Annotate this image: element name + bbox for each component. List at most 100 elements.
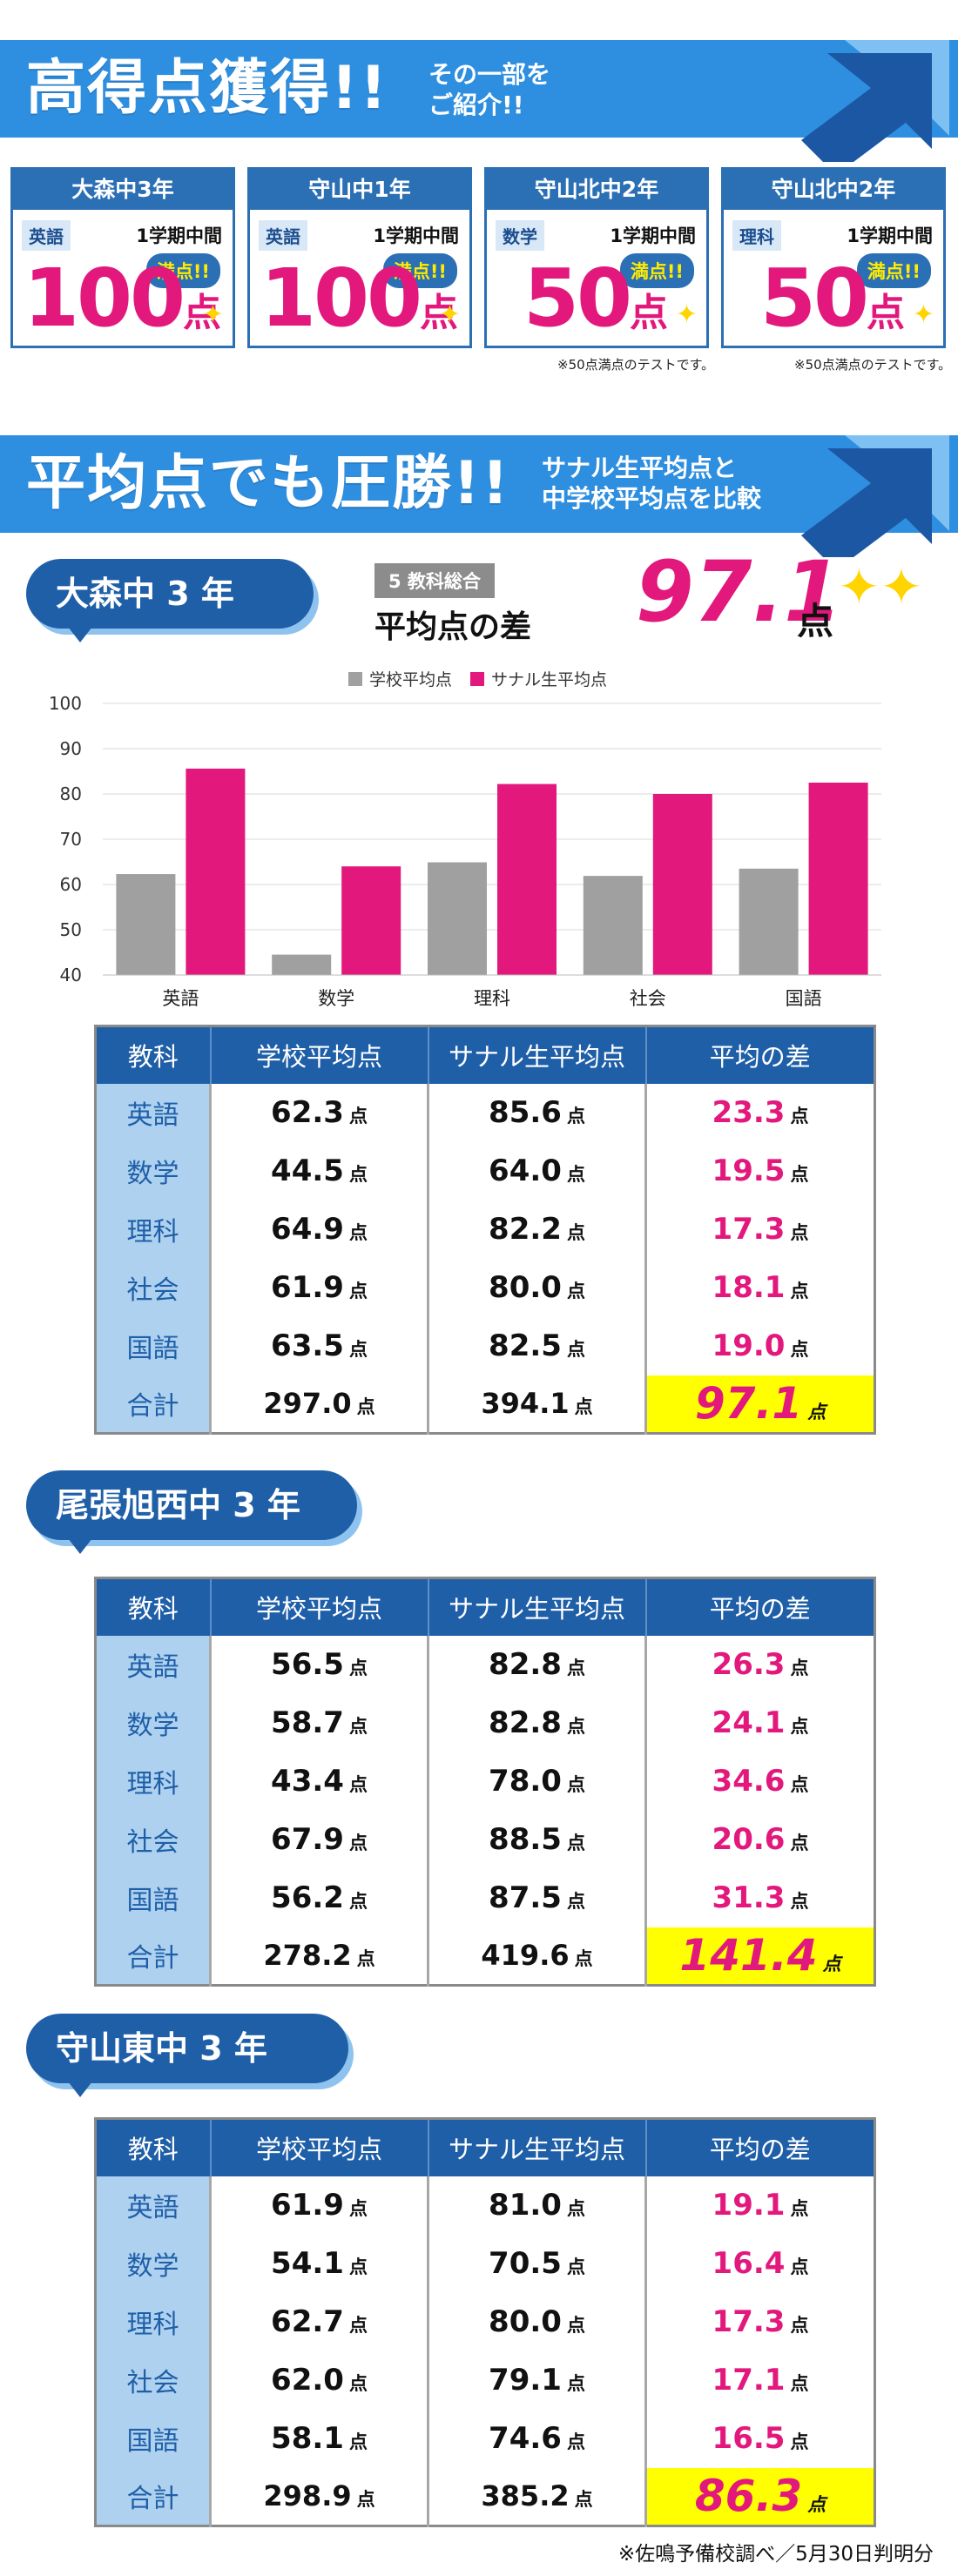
cell-unit: 点: [348, 1658, 368, 1678]
score-card: 守山北中2年 理科 1学期中間 満点!! 50点 ✦: [721, 167, 946, 348]
cell-sanaru-average: 385.2 点: [428, 2467, 647, 2526]
cell-subject: 社会: [95, 2351, 212, 2410]
summary-caption: 平均点の差: [374, 609, 532, 645]
cell-school-average: 54.1 点: [210, 2234, 429, 2293]
card-score-value: 50: [523, 252, 632, 345]
cell-unit: 点: [790, 1339, 809, 1360]
sparkle-icon: ✦: [912, 299, 934, 330]
cell-total-difference: 97.1 点: [645, 1375, 875, 1434]
cell-total-difference: 141.4 点: [645, 1927, 875, 1986]
cell-unit: 点: [348, 1106, 368, 1127]
cell-unit: 点: [790, 2373, 809, 2394]
cell-value: 385.2: [481, 2479, 570, 2513]
cell-unit: 点: [348, 2257, 368, 2277]
table-row: 数学 58.7 点 82.8 点 24.1 点: [95, 1693, 875, 1752]
school-tag: 守山東中 3 年: [26, 2014, 348, 2097]
cell-unit: 点: [566, 1833, 585, 1853]
card-score-unit: 点: [630, 291, 669, 335]
cell-sanaru-average: 82.8 点: [428, 1693, 647, 1752]
sparkle-icon: ✦✦: [838, 557, 923, 616]
cell-unit: 点: [790, 1222, 809, 1243]
cell-unit: 点: [348, 2198, 368, 2219]
perfect-score-badge: 満点!!: [382, 253, 457, 288]
cell-school-average: 67.9 点: [210, 1810, 429, 1869]
table-row: 社会 67.9 点 88.5 点 20.6 点: [95, 1810, 875, 1869]
cell-unit: 点: [348, 1833, 368, 1853]
comparison-table: 教科 学校平均点 サナル生平均点 平均の差 英語 56.5 点 82.8 点 26.…: [94, 1577, 876, 1987]
source-footnote: ※佐鳴予備校調べ／5月30日判明分: [617, 2543, 934, 2566]
card-subject: 理科: [732, 220, 781, 251]
cell-difference: 18.1 点: [646, 1259, 875, 1317]
cell-sanaru-average: 64.0 点: [428, 1141, 647, 1201]
cell-subject: 合計: [95, 1375, 212, 1434]
cell-difference: 31.3 点: [646, 1869, 875, 1927]
score-card: 大森中3年 英語 1学期中間 満点!! 100点 ✦: [10, 167, 235, 348]
cell-value: 58.7: [271, 1705, 344, 1740]
cell-value: 81.0: [489, 2188, 562, 2223]
banner-high-scores: 高得点獲得!! その一部を ご紹介!!: [0, 40, 958, 162]
cell-unit: 点: [566, 1339, 585, 1360]
card-school: 大森中3年: [13, 170, 233, 210]
chart-bar: [186, 768, 246, 975]
table-total-row: 合計 298.9 点 385.2 点 86.3 点: [95, 2467, 875, 2526]
chart-bar: [497, 784, 557, 975]
cell-sanaru-average: 80.0 点: [428, 1258, 647, 1317]
cell-unit: 点: [790, 1164, 809, 1185]
chart-bar: [272, 954, 332, 975]
cell-unit: 点: [566, 2373, 585, 2394]
header-subject: 教科: [95, 1026, 212, 1084]
cell-unit: 点: [356, 1396, 375, 1418]
x-tick-label: 英語: [162, 988, 199, 1009]
cell-value: 23.3: [712, 1095, 786, 1130]
cell-value: 61.9: [271, 1270, 344, 1305]
header-sanaru-average: サナル生平均点: [428, 1026, 647, 1084]
card-school: 守山北中2年: [487, 170, 706, 210]
cell-unit: 点: [348, 1716, 368, 1737]
cell-value: 56.2: [271, 1880, 344, 1915]
card-school: 守山中1年: [250, 170, 469, 210]
cell-total-difference: 86.3 点: [645, 2467, 875, 2526]
cell-value: 31.3: [712, 1880, 786, 1915]
cell-sanaru-average: 82.2 点: [428, 1200, 647, 1259]
cell-value: 56.5: [271, 1647, 344, 1682]
cell-school-average: 58.7 点: [210, 1693, 429, 1752]
card-subject: 英語: [259, 220, 307, 251]
cell-unit: 点: [356, 1948, 375, 1970]
card-term: 1学期中間: [373, 225, 459, 246]
cell-subject: 数学: [95, 1141, 212, 1201]
cell-unit: 点: [348, 1281, 368, 1301]
cell-value: 62.0: [271, 2363, 344, 2398]
cell-sanaru-average: 70.5 点: [428, 2234, 647, 2293]
cell-value: 87.5: [489, 1880, 562, 1915]
score-card: 守山北中2年 数学 1学期中間 満点!! 50点 ✦: [484, 167, 709, 348]
cell-value: 64.9: [271, 1212, 344, 1247]
cell-unit: 点: [566, 2315, 585, 2336]
cell-value: 44.5: [271, 1153, 344, 1188]
cell-sanaru-average: 80.0 点: [428, 2292, 647, 2351]
cell-unit: 点: [574, 2489, 593, 2511]
card-subject: 数学: [496, 220, 544, 251]
cell-school-average: 56.2 点: [210, 1868, 429, 1927]
cell-unit: 点: [566, 1281, 585, 1301]
chart-bar: [739, 868, 799, 975]
cell-value: 19.1: [712, 2188, 786, 2223]
cell-value: 70.5: [489, 2246, 562, 2281]
banner-title: 高得点獲得!!: [26, 54, 389, 123]
table-row: 国語 56.2 点 87.5 点 31.3 点: [95, 1868, 875, 1927]
cell-difference: 16.5 点: [646, 2410, 875, 2468]
cell-school-average: 278.2 点: [210, 1927, 429, 1986]
cell-school-average: 62.3 点: [210, 1083, 429, 1142]
cell-unit: 点: [566, 2431, 585, 2452]
card-score: 50点: [760, 259, 905, 339]
banner-average-comparison: 平均点でも圧勝!! サナル生平均点と 中学校平均点を比較: [0, 435, 958, 557]
cell-subject: 国語: [95, 1316, 212, 1375]
y-tick-label: 90: [60, 738, 82, 759]
cell-value: 297.0: [263, 1387, 352, 1421]
cell-unit: 点: [566, 1774, 585, 1795]
cell-value: 79.1: [489, 2363, 562, 2398]
banner-subtitle-line2: ご紹介!!: [428, 91, 524, 119]
cell-sanaru-average: 394.1 点: [428, 1375, 647, 1434]
cell-unit: 点: [566, 2198, 585, 2219]
card-score-value: 100: [260, 252, 422, 345]
table-header-row: 教科 学校平均点 サナル生平均点 平均の差: [95, 1577, 875, 1636]
